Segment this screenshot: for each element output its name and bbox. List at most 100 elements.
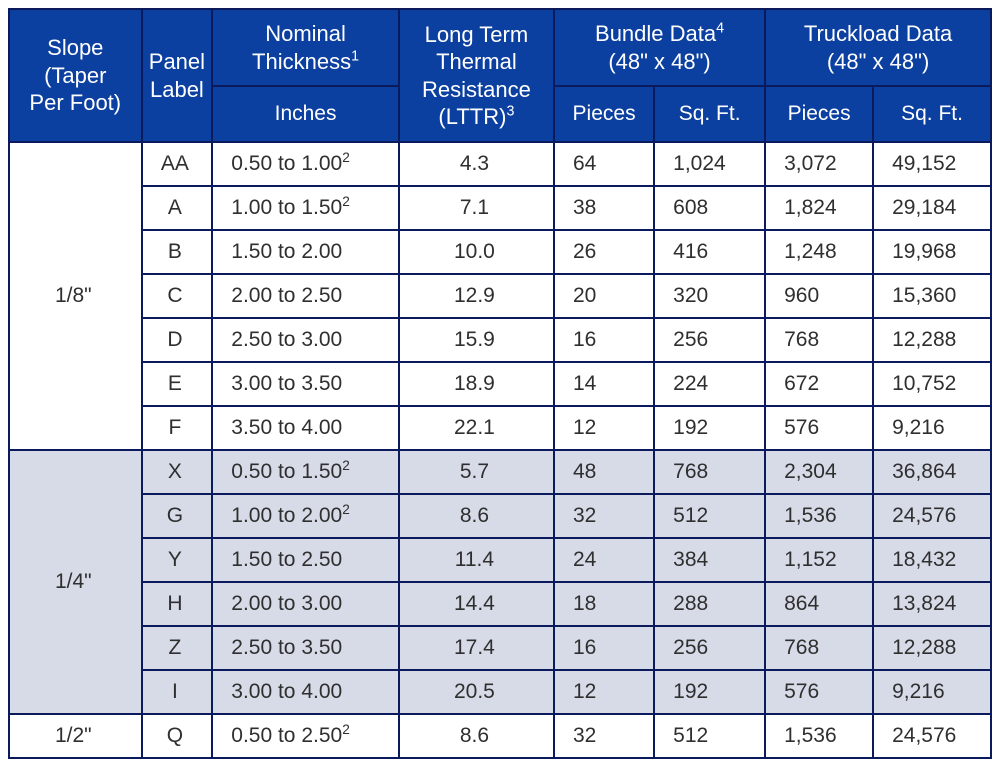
col-panel-l2: Label: [150, 77, 204, 102]
cell-truck-pieces: 576: [765, 406, 873, 450]
cell-thickness: 2.50 to 3.50: [212, 626, 399, 670]
col-lttr-l4: (LTTR): [438, 104, 506, 129]
col-truck-group: Truckload Data (48" x 48"): [765, 9, 991, 86]
col-bundle-group: Bundle Data4 (48" x 48"): [554, 9, 765, 86]
table-row: 1/2"Q0.50 to 2.5028.6325121,53624,576: [9, 714, 991, 758]
table-row: H2.00 to 3.0014.41828886413,824: [9, 582, 991, 626]
cell-truck-pieces: 864: [765, 582, 873, 626]
cell-slope: 1/2": [9, 714, 142, 758]
cell-bundle-sqft: 1,024: [654, 142, 765, 186]
col-slope-l2: (Taper: [44, 63, 106, 88]
cell-bundle-sqft: 256: [654, 318, 765, 362]
table-row: 1/8"AA0.50 to 1.0024.3641,0243,07249,152: [9, 142, 991, 186]
cell-truck-sqft: 9,216: [873, 670, 991, 714]
col-lttr-l1: Long Term: [425, 22, 529, 47]
cell-lttr: 12.9: [399, 274, 554, 318]
cell-bundle-sqft: 384: [654, 538, 765, 582]
cell-panel-label: E: [142, 362, 213, 406]
cell-bundle-sqft: 512: [654, 714, 765, 758]
table-row: C2.00 to 2.5012.92032096015,360: [9, 274, 991, 318]
cell-truck-pieces: 1,536: [765, 714, 873, 758]
cell-truck-pieces: 3,072: [765, 142, 873, 186]
panel-data-table-wrap: Slope (Taper Per Foot) Panel Label Nomin…: [0, 0, 1000, 767]
cell-truck-sqft: 19,968: [873, 230, 991, 274]
cell-panel-label: I: [142, 670, 213, 714]
table-row: D2.50 to 3.0015.91625676812,288: [9, 318, 991, 362]
table-body: 1/8"AA0.50 to 1.0024.3641,0243,07249,152…: [9, 142, 991, 758]
cell-bundle-sqft: 192: [654, 670, 765, 714]
cell-panel-label: AA: [142, 142, 213, 186]
cell-lttr: 22.1: [399, 406, 554, 450]
cell-truck-pieces: 768: [765, 626, 873, 670]
cell-thickness: 2.00 to 3.00: [212, 582, 399, 626]
cell-thickness: 3.00 to 4.00: [212, 670, 399, 714]
table-row: A1.00 to 1.5027.1386081,82429,184: [9, 186, 991, 230]
cell-bundle-pieces: 18: [554, 582, 654, 626]
cell-truck-pieces: 1,536: [765, 494, 873, 538]
cell-panel-label: C: [142, 274, 213, 318]
cell-panel-label: Z: [142, 626, 213, 670]
cell-thickness: 1.00 to 2.002: [212, 494, 399, 538]
table-row: Y1.50 to 2.5011.4243841,15218,432: [9, 538, 991, 582]
cell-bundle-pieces: 20: [554, 274, 654, 318]
cell-panel-label: G: [142, 494, 213, 538]
cell-truck-pieces: 768: [765, 318, 873, 362]
cell-thickness: 0.50 to 1.002: [212, 142, 399, 186]
table-row: Z2.50 to 3.5017.41625676812,288: [9, 626, 991, 670]
table-row: I3.00 to 4.0020.5121925769,216: [9, 670, 991, 714]
cell-thickness: 1.50 to 2.50: [212, 538, 399, 582]
cell-bundle-sqft: 224: [654, 362, 765, 406]
col-thickness-sup: 1: [351, 48, 359, 64]
cell-bundle-sqft: 256: [654, 626, 765, 670]
cell-truck-pieces: 2,304: [765, 450, 873, 494]
cell-panel-label: F: [142, 406, 213, 450]
table-row: B1.50 to 2.0010.0264161,24819,968: [9, 230, 991, 274]
col-thickness-l2: Thickness: [252, 49, 351, 74]
cell-thickness: 1.00 to 1.502: [212, 186, 399, 230]
cell-thickness-sup: 2: [342, 150, 350, 165]
cell-panel-label: B: [142, 230, 213, 274]
cell-lttr: 11.4: [399, 538, 554, 582]
cell-truck-sqft: 12,288: [873, 626, 991, 670]
cell-bundle-pieces: 16: [554, 626, 654, 670]
cell-lttr: 10.0: [399, 230, 554, 274]
cell-panel-label: D: [142, 318, 213, 362]
cell-panel-label: A: [142, 186, 213, 230]
cell-truck-sqft: 29,184: [873, 186, 991, 230]
cell-truck-sqft: 9,216: [873, 406, 991, 450]
cell-panel-label: Q: [142, 714, 213, 758]
cell-bundle-pieces: 16: [554, 318, 654, 362]
col-bundle-sqft: Sq. Ft.: [654, 86, 765, 142]
col-bundle-sup: 4: [716, 21, 724, 37]
cell-truck-sqft: 36,864: [873, 450, 991, 494]
cell-bundle-pieces: 48: [554, 450, 654, 494]
cell-thickness: 2.00 to 2.50: [212, 274, 399, 318]
col-lttr: Long Term Thermal Resistance (LTTR)3: [399, 9, 554, 142]
cell-truck-pieces: 960: [765, 274, 873, 318]
cell-truck-sqft: 18,432: [873, 538, 991, 582]
col-thickness-sub: Inches: [212, 86, 399, 142]
col-lttr-sup: 3: [506, 104, 514, 120]
col-truck-title: Truckload Data: [804, 21, 952, 46]
cell-truck-sqft: 12,288: [873, 318, 991, 362]
cell-thickness-sup: 2: [342, 194, 350, 209]
cell-truck-pieces: 672: [765, 362, 873, 406]
col-panel-l1: Panel: [149, 49, 205, 74]
cell-truck-pieces: 1,824: [765, 186, 873, 230]
cell-truck-sqft: 13,824: [873, 582, 991, 626]
cell-lttr: 8.6: [399, 494, 554, 538]
cell-thickness: 3.50 to 4.00: [212, 406, 399, 450]
col-bundle-pieces: Pieces: [554, 86, 654, 142]
cell-thickness-sup: 2: [342, 722, 350, 737]
cell-bundle-sqft: 288: [654, 582, 765, 626]
col-thickness-group: Nominal Thickness1: [212, 9, 399, 86]
col-slope-l1: Slope: [47, 35, 103, 60]
cell-bundle-pieces: 12: [554, 406, 654, 450]
col-lttr-l3: Resistance: [422, 77, 531, 102]
cell-lttr: 17.4: [399, 626, 554, 670]
cell-bundle-pieces: 26: [554, 230, 654, 274]
cell-thickness: 0.50 to 1.502: [212, 450, 399, 494]
cell-truck-sqft: 15,360: [873, 274, 991, 318]
cell-thickness: 0.50 to 2.502: [212, 714, 399, 758]
table-row: F3.50 to 4.0022.1121925769,216: [9, 406, 991, 450]
